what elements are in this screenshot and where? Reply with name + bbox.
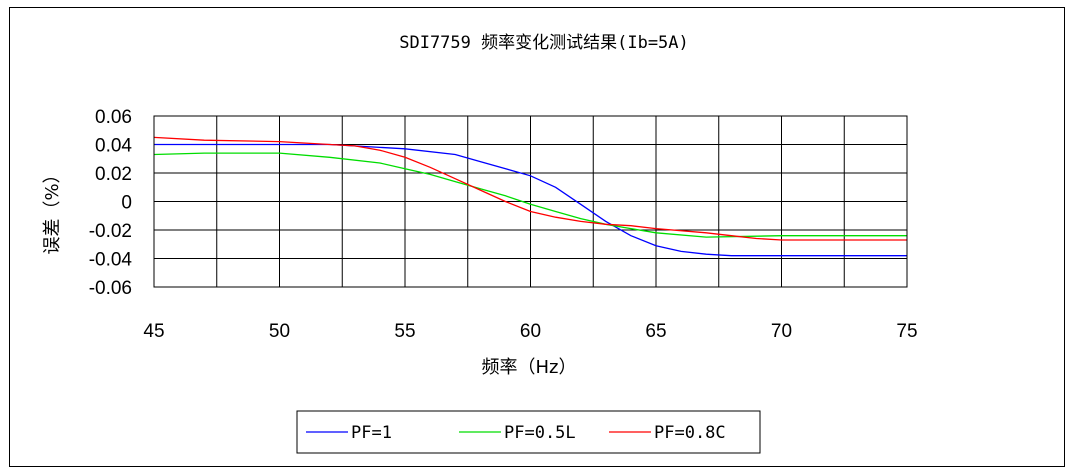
y-tick-label: -0.04 [89, 250, 133, 271]
series-lines [153, 136, 907, 257]
legend-label: PF=0.8C [654, 423, 726, 443]
legend: PF=1 PF=0.5L PF=0.8C [296, 410, 761, 454]
chart-title: SDI7759 频率变化测试结果(Ib=5A) [399, 33, 689, 53]
x-tick-label: 45 [143, 321, 164, 342]
x-tick-label: 65 [645, 321, 666, 342]
y-tick-label: 0.02 [95, 164, 132, 185]
x-tick-label: 70 [771, 321, 792, 342]
y-tick-label: -0.06 [89, 278, 132, 299]
x-tick-label: 55 [394, 321, 415, 342]
y-tick-label: 0 [121, 193, 132, 214]
y-tick-label: -0.02 [89, 221, 132, 242]
x-tick-labels: 45 50 55 60 65 70 75 [143, 321, 917, 342]
x-tick-label: 75 [896, 321, 917, 342]
x-tick-label: 50 [269, 321, 290, 342]
legend-label: PF=0.5L [504, 423, 576, 443]
plot-area-border [153, 115, 908, 288]
x-tick-label: 60 [520, 321, 541, 342]
y-axis-label: 误差（%） [42, 165, 63, 254]
y-tick-label: 0.06 [95, 107, 132, 128]
y-tick-labels: 0.06 0.04 0.02 0 -0.02 -0.04 -0.06 [89, 107, 133, 299]
line-chart: SDI7759 频率变化测试结果(Ib=5A) 45 50 55 60 65 70 75 0… [42, 33, 918, 454]
series-line-3 [153, 136, 907, 241]
y-tick-label: 0.04 [95, 136, 132, 157]
series-line-2 [153, 152, 907, 238]
legend-label: PF=1 [351, 423, 392, 443]
chart-frame: SDI7759 频率变化测试结果(Ib=5A) 45 50 55 60 65 70 75 0… [9, 7, 1065, 467]
legend-box [296, 410, 761, 454]
x-axis-label: 频率（Hz） [482, 357, 577, 378]
